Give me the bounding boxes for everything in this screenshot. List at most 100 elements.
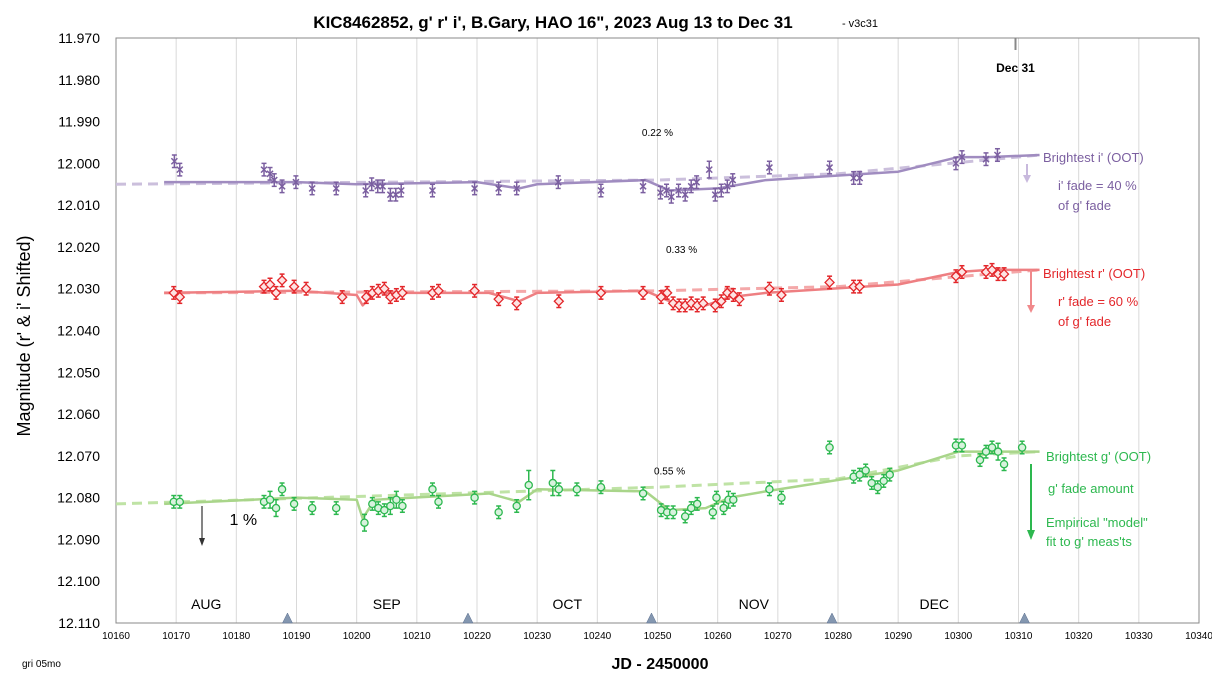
data-point-i [278,182,286,190]
data-point-g [885,470,894,479]
data-point-g [765,485,774,494]
x-marker-stroke [711,191,719,199]
data-point-i [513,184,521,192]
y-tick-label: 12.040 [57,323,100,339]
data-point-g [777,493,786,502]
x-marker-stroke [278,182,286,190]
y-tick-label: 12.060 [57,406,100,422]
x-marker-stroke [513,184,521,192]
data-point-r [378,283,390,295]
data-point-r [763,283,775,295]
data-point-g [981,447,991,456]
percent-annotation: 0.55 % [654,467,685,478]
x-marker-stroke [850,174,858,182]
y-tick-label: 12.070 [57,448,100,464]
data-point-i [260,166,268,174]
x-marker-stroke [667,193,675,201]
x-marker-stroke [705,166,713,174]
data-point-i [292,178,300,186]
data-point-r [553,295,565,307]
data-point-g [398,501,407,511]
data-point-g [307,503,317,513]
x-tick-label: 10300 [944,631,972,642]
x-marker-stroke [687,182,695,190]
footnote: gri 05mo [22,659,61,670]
data-point-i [717,186,725,195]
x-tick-labels: 10160 10170 10180 10190 10200 10210 10220 10230… [102,631,1212,642]
data-point-g [729,495,738,504]
x-marker-stroke [958,153,966,161]
g-label-2: g' fade amount [1048,481,1134,496]
percent-annotation: 0.33 % [666,245,697,256]
data-point-g [428,485,437,494]
x-marker-stroke [428,186,437,195]
x-marker-stroke [292,178,300,186]
x-marker-stroke [639,182,647,190]
y-tick-label: 12.100 [57,573,100,589]
data-point-g [879,476,888,486]
x-marker-stroke [368,180,376,188]
grid [115,38,1200,623]
x-marker-stroke [397,186,405,195]
data-point-r [986,264,998,276]
x-marker-stroke [952,159,960,167]
data-point-r [637,287,649,299]
data-point-i [368,180,376,188]
data-point-r [174,291,186,303]
x-marker-stroke [597,186,605,195]
x-marker-stroke [270,176,278,184]
y-tick-label: 12.010 [57,197,100,213]
x-marker-stroke [266,170,274,178]
x-marker-stroke [362,186,370,195]
i-label-2: i' fade = 40 % [1058,178,1137,193]
x-marker-stroke [982,155,990,163]
r-label-2: r' fade = 60 % [1058,294,1139,309]
x-tick-label: 10290 [884,631,912,642]
month-marker [826,612,838,624]
data-point-i [597,186,605,195]
x-tick-label: 10320 [1065,631,1093,642]
data-point-i [495,184,503,192]
data-point-g [680,512,690,521]
data-point-g [368,499,377,509]
x-marker-stroke [993,151,1001,159]
data-point-g [434,497,443,507]
g-label-1: Brightest g' (OOT) [1046,449,1151,464]
x-marker-stroke [386,191,394,199]
x-tick-label: 10240 [583,631,611,642]
i-fade-arrow-head [1023,175,1031,183]
x-marker-stroke [856,174,864,182]
data-point-r [264,279,276,290]
x-tick-label: 10180 [222,631,250,642]
data-point-r [655,291,667,303]
data-point-g [638,489,648,498]
data-point-g [1017,443,1027,452]
i-label-3: of g' fade [1058,198,1111,213]
data-point-i [711,191,719,199]
data-point-i [332,184,340,192]
x-marker-stroke [392,191,400,199]
x-tick-label: 10340 [1185,631,1212,642]
data-point-i [471,184,479,192]
month-label: OCT [552,596,582,612]
x-tick-label: 10230 [523,631,551,642]
y-axis-label: Magnitude (r' & i' Shifted) [14,236,34,437]
data-point-g [494,508,503,517]
data-point-i [397,186,405,195]
data-point-r [697,297,709,309]
data-point-i [993,151,1001,159]
data-point-i [826,164,834,172]
one-percent-arrow-head [199,538,205,546]
data-point-g [861,466,870,475]
y-tick-label: 12.050 [57,364,100,380]
plot-frame [115,37,1200,624]
x-marker-stroke [170,157,178,165]
data-point-i [392,191,400,199]
x-tick-label: 10220 [463,631,491,642]
data-point-i [379,182,387,190]
data-point-r [270,287,282,299]
data-point-i [675,186,683,195]
percent-annotation: 1 % [229,512,257,529]
